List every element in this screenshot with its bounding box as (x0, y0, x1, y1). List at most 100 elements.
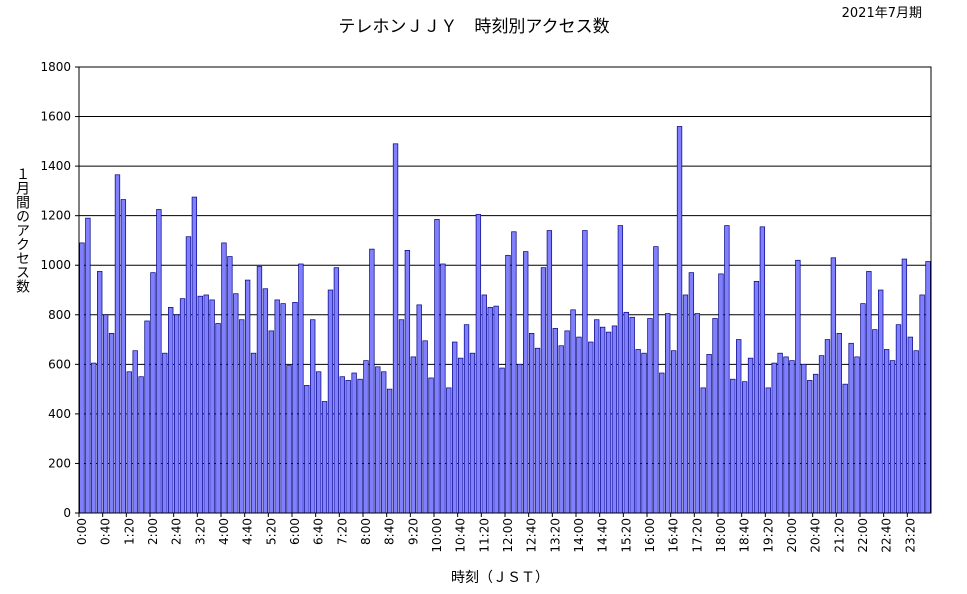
bar (162, 352, 168, 514)
bar (594, 319, 600, 514)
bar (511, 231, 517, 514)
bar (108, 333, 115, 514)
bar (274, 299, 280, 514)
bar (185, 236, 192, 514)
bar (357, 378, 363, 514)
bar (712, 318, 718, 514)
x-tick-label: 5:20 (264, 518, 278, 545)
bar (168, 306, 174, 514)
bar (617, 225, 624, 514)
bar (333, 267, 340, 514)
x-tick-label: 7:20 (335, 518, 349, 545)
bar (475, 214, 482, 514)
x-tick-label: 13:20 (548, 518, 562, 553)
bar (582, 230, 588, 514)
bar (280, 303, 286, 514)
y-tick-label: 0 (63, 506, 71, 520)
bar (132, 350, 138, 514)
bar (422, 340, 428, 514)
bar (830, 257, 837, 514)
bar (375, 366, 381, 514)
x-tick-label: 19:20 (761, 518, 775, 553)
bar (913, 350, 919, 514)
bar (795, 259, 801, 514)
bar (588, 341, 594, 514)
bar (91, 362, 97, 514)
bar (410, 356, 416, 514)
bar (895, 324, 902, 514)
bar (179, 298, 186, 514)
bar (718, 273, 724, 514)
x-tick-label: 2:40 (170, 518, 184, 545)
bar (339, 376, 345, 514)
bar (759, 226, 766, 514)
x-tick-label: 4:40 (241, 518, 255, 545)
bar (883, 349, 890, 514)
bar (682, 294, 689, 514)
bar (79, 242, 85, 514)
bar (386, 388, 393, 514)
y-tick-label: 400 (48, 407, 71, 421)
x-tick-label: 18:00 (714, 518, 728, 553)
x-tick-label: 1:20 (122, 518, 136, 545)
bar (647, 318, 653, 514)
bar (741, 381, 748, 514)
x-tick-label: 10:40 (454, 518, 468, 553)
bar (452, 341, 458, 514)
bar (688, 272, 695, 514)
bar (771, 362, 777, 514)
bar (517, 363, 523, 514)
bar (665, 313, 671, 514)
bar (552, 328, 558, 514)
bar (256, 266, 263, 514)
bar (120, 199, 127, 514)
bar (398, 319, 405, 514)
bar (363, 360, 369, 514)
x-tick-label: 16:40 (667, 518, 681, 553)
bar (440, 263, 446, 514)
bar (457, 357, 464, 514)
x-tick-label: 6:40 (312, 518, 326, 545)
bar (227, 256, 233, 514)
bar (889, 360, 896, 514)
bar (523, 251, 529, 514)
bar (807, 380, 813, 514)
y-tick-label: 1200 (40, 209, 71, 223)
bar (789, 360, 795, 514)
x-tick-label: 18:40 (738, 518, 752, 553)
bar (215, 323, 221, 514)
x-tick-label: 11:20 (477, 518, 491, 553)
bar (629, 316, 635, 514)
x-tick-label: 23:20 (903, 518, 917, 553)
bar (564, 330, 570, 514)
bar (292, 302, 298, 514)
bar (481, 294, 487, 514)
bar (505, 254, 511, 514)
bar (706, 354, 712, 514)
bar (824, 339, 831, 514)
bar (114, 174, 121, 514)
bar (901, 258, 908, 514)
bar (150, 272, 156, 514)
bar (428, 377, 434, 514)
x-tick-label: 3:20 (193, 518, 207, 545)
bar (576, 336, 582, 514)
bar (97, 271, 103, 514)
bar (546, 230, 553, 514)
bar (345, 380, 351, 514)
bar (866, 271, 872, 514)
bar (860, 303, 866, 514)
bar (493, 305, 499, 514)
bar (783, 356, 789, 514)
bar (244, 279, 251, 514)
bar (558, 345, 564, 514)
x-axis-label: 時刻（ＪＳＴ） (451, 570, 549, 586)
bar (156, 209, 162, 514)
bar (85, 217, 91, 514)
x-tick-label: 22:00 (856, 518, 870, 553)
x-tick-label: 2:00 (146, 518, 160, 545)
bar (321, 401, 328, 514)
bar (446, 387, 452, 514)
bar (262, 288, 269, 514)
